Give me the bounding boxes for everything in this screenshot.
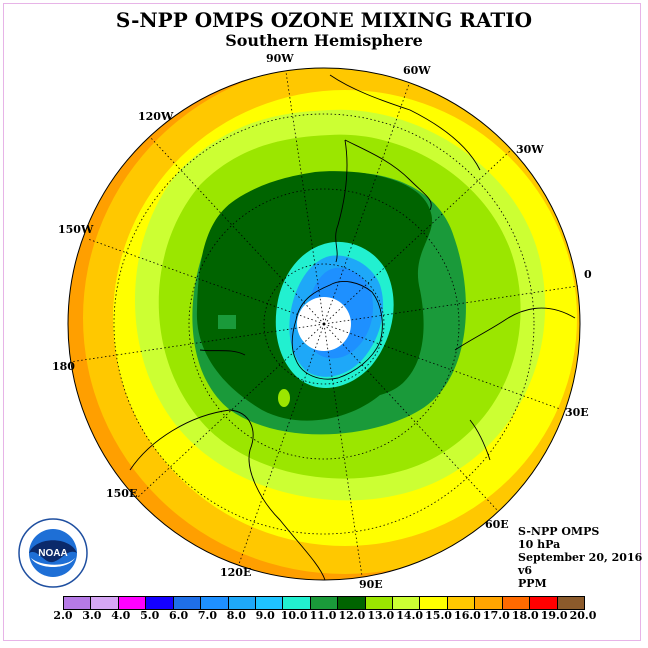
colorbar-tick-label: 19.0 xyxy=(540,609,568,622)
noaa-logo: NOAA xyxy=(18,518,88,588)
colorbar-segment xyxy=(557,597,585,609)
longitude-label-30w: 30W xyxy=(516,143,544,156)
longitude-label-60e: 60E xyxy=(485,518,509,531)
longitude-label-0: 0 xyxy=(584,268,592,281)
info-level: 10 hPa xyxy=(518,538,561,551)
colorbar-segment xyxy=(118,597,147,609)
longitude-label-180: 180 xyxy=(52,360,75,373)
colorbar-tick-label: 6.0 xyxy=(168,609,189,622)
colorbar-tick-label: 13.0 xyxy=(367,609,395,622)
longitude-label-90w: 90W xyxy=(266,52,294,65)
colorbar-tick-label: 11.0 xyxy=(309,609,337,622)
colorbar-tick-label: 3.0 xyxy=(82,609,102,622)
coastlines xyxy=(129,74,576,581)
map-subtitle: Southern Hemisphere xyxy=(225,31,423,50)
noaa-logo-text: NOAA xyxy=(38,548,67,559)
graticule xyxy=(69,71,579,577)
colorbar-tick-label: 17.0 xyxy=(482,609,510,622)
colorbar-segment xyxy=(173,597,202,609)
colorbar-segment xyxy=(420,597,448,609)
info-instrument: S-NPP OMPS xyxy=(518,525,600,538)
colorbar-segment xyxy=(530,597,558,609)
longitude-label-30e: 30E xyxy=(565,406,589,419)
colorbar-tick-label: 10.0 xyxy=(280,609,308,622)
colorbar-segment xyxy=(255,597,284,609)
colorbar-tick-label: 18.0 xyxy=(511,609,539,622)
colorbar-segment xyxy=(502,597,531,609)
colorbar-tick-label: 12.0 xyxy=(338,609,366,622)
colorbar-segment xyxy=(365,597,394,609)
colorbar-segment xyxy=(64,597,92,609)
longitude-label-150w: 150W xyxy=(58,223,94,236)
colorbar-segment xyxy=(393,597,421,609)
colorbar-ticks: 2.0 3.0 4.0 5.0 6.0 7.0 8.0 9.0 10.0 11.0 12.0 13.0… xyxy=(0,609,648,623)
info-units: PPM xyxy=(518,577,547,590)
colorbar-segment xyxy=(447,597,476,609)
longitude-label-120e: 120E xyxy=(220,566,252,579)
colorbar-tick-label: 8.0 xyxy=(226,609,246,622)
colorbar-tick-label: 7.0 xyxy=(197,609,218,622)
colorbar-tick-label: 2.0 xyxy=(53,609,73,622)
colorbar-segment xyxy=(91,597,119,609)
longitude-label-120w: 120W xyxy=(138,110,174,123)
colorbar-tick-label: 15.0 xyxy=(425,609,452,622)
info-version: v6 xyxy=(518,564,533,577)
colorbar-segment xyxy=(338,597,366,609)
colorbar-segment xyxy=(201,597,229,609)
colorbar-segment xyxy=(228,597,256,609)
colorbar xyxy=(63,596,585,610)
colorbar-segment xyxy=(310,597,339,609)
longitude-label-90e: 90E xyxy=(359,578,383,591)
colorbar-segment xyxy=(475,597,503,609)
longitude-label-150e: 150E xyxy=(106,487,138,500)
colorbar-tick-label: 16.0 xyxy=(454,609,481,622)
info-date: September 20, 2016 xyxy=(518,551,643,564)
map-boundary xyxy=(67,67,581,581)
colorbar-tick-label: 20.0 xyxy=(569,609,597,622)
info-block: S-NPP OMPS 10 hPa September 20, 2016 v6 … xyxy=(518,525,642,590)
colorbar-tick-label: 9.0 xyxy=(255,609,275,622)
colorbar-segment xyxy=(283,597,311,609)
map-title: S-NPP OMPS OZONE MIXING RATIO xyxy=(115,8,533,32)
colorbar-segment xyxy=(146,597,174,609)
colorbar-tick-label: 4.0 xyxy=(111,609,131,622)
colorbar-tick-label: 5.0 xyxy=(140,609,160,622)
longitude-label-60w: 60W xyxy=(403,64,431,77)
page-frame xyxy=(3,3,641,641)
colorbar-tick-label: 14.0 xyxy=(396,609,424,622)
